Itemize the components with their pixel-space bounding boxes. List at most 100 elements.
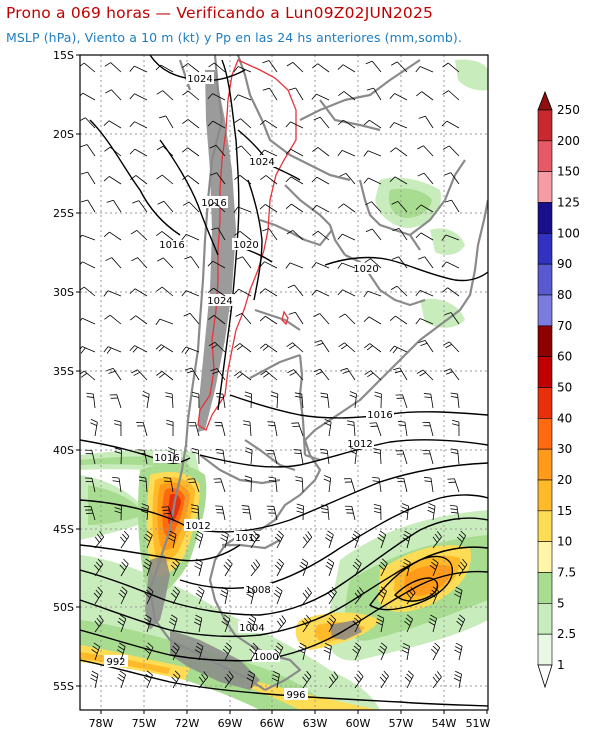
- wind-barb-feather: [103, 120, 110, 126]
- wind-barb-feather: [410, 586, 416, 593]
- wind-barb-feather: [242, 512, 250, 514]
- wind-barb-feather: [208, 315, 215, 320]
- wind-barb-feather: [417, 172, 425, 177]
- wind-barb-feather: [454, 593, 461, 598]
- wind-barb-feather: [168, 537, 175, 542]
- wind-barb: [317, 63, 330, 73]
- wind-barb-feather: [193, 621, 201, 626]
- isobar-label: 1024: [207, 296, 232, 307]
- legend-swatch: [537, 572, 553, 604]
- wind-barb-feather: [226, 673, 232, 680]
- wind-barb-feather: [145, 533, 152, 539]
- wind-barb: [319, 368, 330, 381]
- wind-barb-feather: [181, 290, 187, 297]
- legend-swatch: [537, 356, 553, 388]
- wind-barb-feather: [92, 645, 99, 651]
- wind-barb-feather: [182, 63, 189, 68]
- wind-barb-feather: [381, 673, 387, 680]
- wind-barb: [454, 478, 460, 493]
- wind-barb: [134, 65, 148, 73]
- wind-barb: [344, 342, 356, 353]
- wind-barb-feather: [294, 392, 302, 395]
- wind-barb: [292, 230, 304, 241]
- wind-barb: [269, 87, 278, 101]
- wind-barb: [239, 343, 252, 353]
- wind-barb: [91, 478, 96, 493]
- wind-barb: [276, 563, 284, 577]
- wind-barb: [84, 370, 96, 381]
- wind-barb-feather: [198, 586, 205, 592]
- wind-barb-feather: [216, 448, 224, 451]
- wind-barb-feather: [196, 558, 203, 563]
- wind-barb-feather: [402, 565, 409, 570]
- wind-barb-feather: [321, 507, 329, 510]
- andes-contour: [197, 59, 297, 431]
- wind-barb-feather: [432, 645, 439, 652]
- wind-barb: [345, 173, 356, 185]
- wind-barb-feather: [161, 506, 169, 508]
- isobar-label: 1016: [154, 453, 179, 464]
- wind-barb-feather: [450, 392, 458, 395]
- wind-barb-feather: [141, 506, 149, 510]
- wind-barb-feather: [455, 586, 463, 591]
- wind-barb: [420, 204, 434, 213]
- wind-barb-feather: [452, 419, 460, 423]
- wind-barb-feather: [296, 503, 304, 507]
- wind-barb-feather: [424, 396, 432, 399]
- isobar-label: 1020: [353, 264, 378, 275]
- wind-barb: [109, 231, 122, 241]
- wind-barb: [249, 422, 252, 437]
- wind-barb-feather: [271, 677, 279, 682]
- wind-barb-feather: [299, 565, 306, 570]
- wind-barb: [370, 258, 382, 269]
- wind-barb-feather: [246, 677, 254, 682]
- wind-barb-feather: [207, 120, 214, 127]
- wind-barb-feather: [140, 510, 148, 514]
- wind-barb-feather: [365, 201, 372, 206]
- wind-barb: [142, 422, 148, 437]
- wind-barb-feather: [144, 561, 151, 567]
- legend-swatch: [537, 387, 553, 419]
- wind-barb: [185, 346, 200, 353]
- wind-barb-feather: [119, 670, 126, 676]
- wind-barb-feather: [323, 478, 331, 482]
- wind-barb-feather: [195, 614, 202, 619]
- wind-barb-feather: [121, 586, 128, 592]
- legend-swatch: [537, 510, 553, 542]
- wind-barb-feather: [379, 589, 386, 595]
- wind-barb-feather: [366, 345, 373, 351]
- legend-level-label: 125: [557, 196, 580, 210]
- wind-barb: [342, 150, 356, 157]
- legend-swatch: [537, 479, 553, 512]
- wind-barb-feather: [455, 642, 463, 647]
- wind-barb-feather: [389, 315, 396, 321]
- lon-label: 54W: [432, 717, 457, 730]
- wind-barb-feather: [333, 671, 339, 678]
- wind-barb-feather: [373, 448, 381, 451]
- wind-barb: [367, 150, 382, 157]
- wind-barb: [315, 262, 330, 269]
- wind-barb-feather: [90, 418, 98, 423]
- wind-barb: [343, 203, 356, 213]
- wind-barb-feather: [393, 367, 401, 371]
- wind-barb-feather: [159, 115, 166, 119]
- wind-barb-feather: [174, 670, 181, 677]
- wind-barb-feather: [325, 537, 332, 542]
- wind-barb-feather: [156, 90, 163, 95]
- wind-barb-feather: [444, 199, 452, 203]
- wind-barb-feather: [158, 346, 165, 352]
- wind-barb-feather: [119, 642, 126, 647]
- wind-barb-feather: [170, 648, 177, 655]
- wind-barb-feather: [429, 564, 436, 570]
- wind-barb-feather: [247, 590, 254, 595]
- wind-barb-feather: [460, 561, 466, 568]
- wind-barb-feather: [462, 558, 468, 565]
- legend-swatch: [537, 633, 553, 666]
- wind-barb: [212, 120, 226, 129]
- wind-barb: [241, 145, 252, 157]
- wind-barb: [237, 66, 252, 73]
- wind-barb: [94, 422, 98, 437]
- wind-barb-feather: [429, 618, 436, 623]
- wind-barb-feather: [296, 507, 304, 510]
- wind-barb-feather: [373, 451, 381, 454]
